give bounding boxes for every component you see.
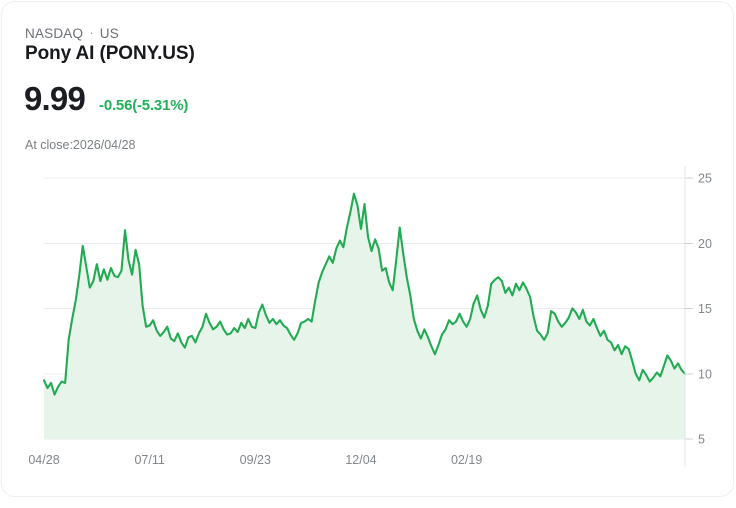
y-axis-label: 5: [698, 433, 705, 447]
chart-area-group: [42, 192, 687, 439]
x-axis-label: 12/04: [345, 453, 376, 467]
market-status-text: At close:2026/04/28: [25, 138, 136, 152]
price-row: 9.99 -0.56(-5.31%): [24, 82, 188, 115]
exchange-region-row: NASDAQ · US: [25, 25, 119, 41]
price-change: -0.56(-5.31%): [99, 97, 189, 114]
price-chart-svg[interactable]: 5 10 15 20 25 04/28 07/11 09/23 12/04 02/19: [2, 157, 734, 477]
y-axis-labels-group: 5 10 15 20 25: [685, 172, 712, 447]
stock-quote-card: NASDAQ · US Pony AI (PONY.US) 9.99 -0.56(-…: [1, 1, 734, 497]
x-axis-label: 02/19: [451, 453, 482, 467]
x-axis-label: 07/11: [134, 453, 164, 467]
exchange-label: NASDAQ: [25, 26, 84, 41]
y-axis-label: 25: [698, 172, 712, 186]
y-axis-label: 10: [698, 367, 712, 381]
x-axis-label: 04/28: [28, 453, 59, 467]
current-price: 9.99: [24, 80, 86, 117]
price-line: [42, 192, 687, 396]
separator-dot: ·: [89, 25, 94, 40]
y-axis-label: 20: [698, 237, 712, 251]
x-axis-labels-group: 04/28 07/11 09/23 12/04 02/19: [28, 453, 482, 467]
y-axis-label: 15: [698, 302, 712, 316]
x-axis-label: 09/23: [240, 453, 271, 467]
region-label: US: [99, 26, 119, 41]
page-title: Pony AI (PONY.US): [25, 43, 195, 64]
price-chart[interactable]: 5 10 15 20 25 04/28 07/11 09/23 12/04 02/19: [2, 157, 734, 477]
price-area-fill: [44, 193, 685, 439]
